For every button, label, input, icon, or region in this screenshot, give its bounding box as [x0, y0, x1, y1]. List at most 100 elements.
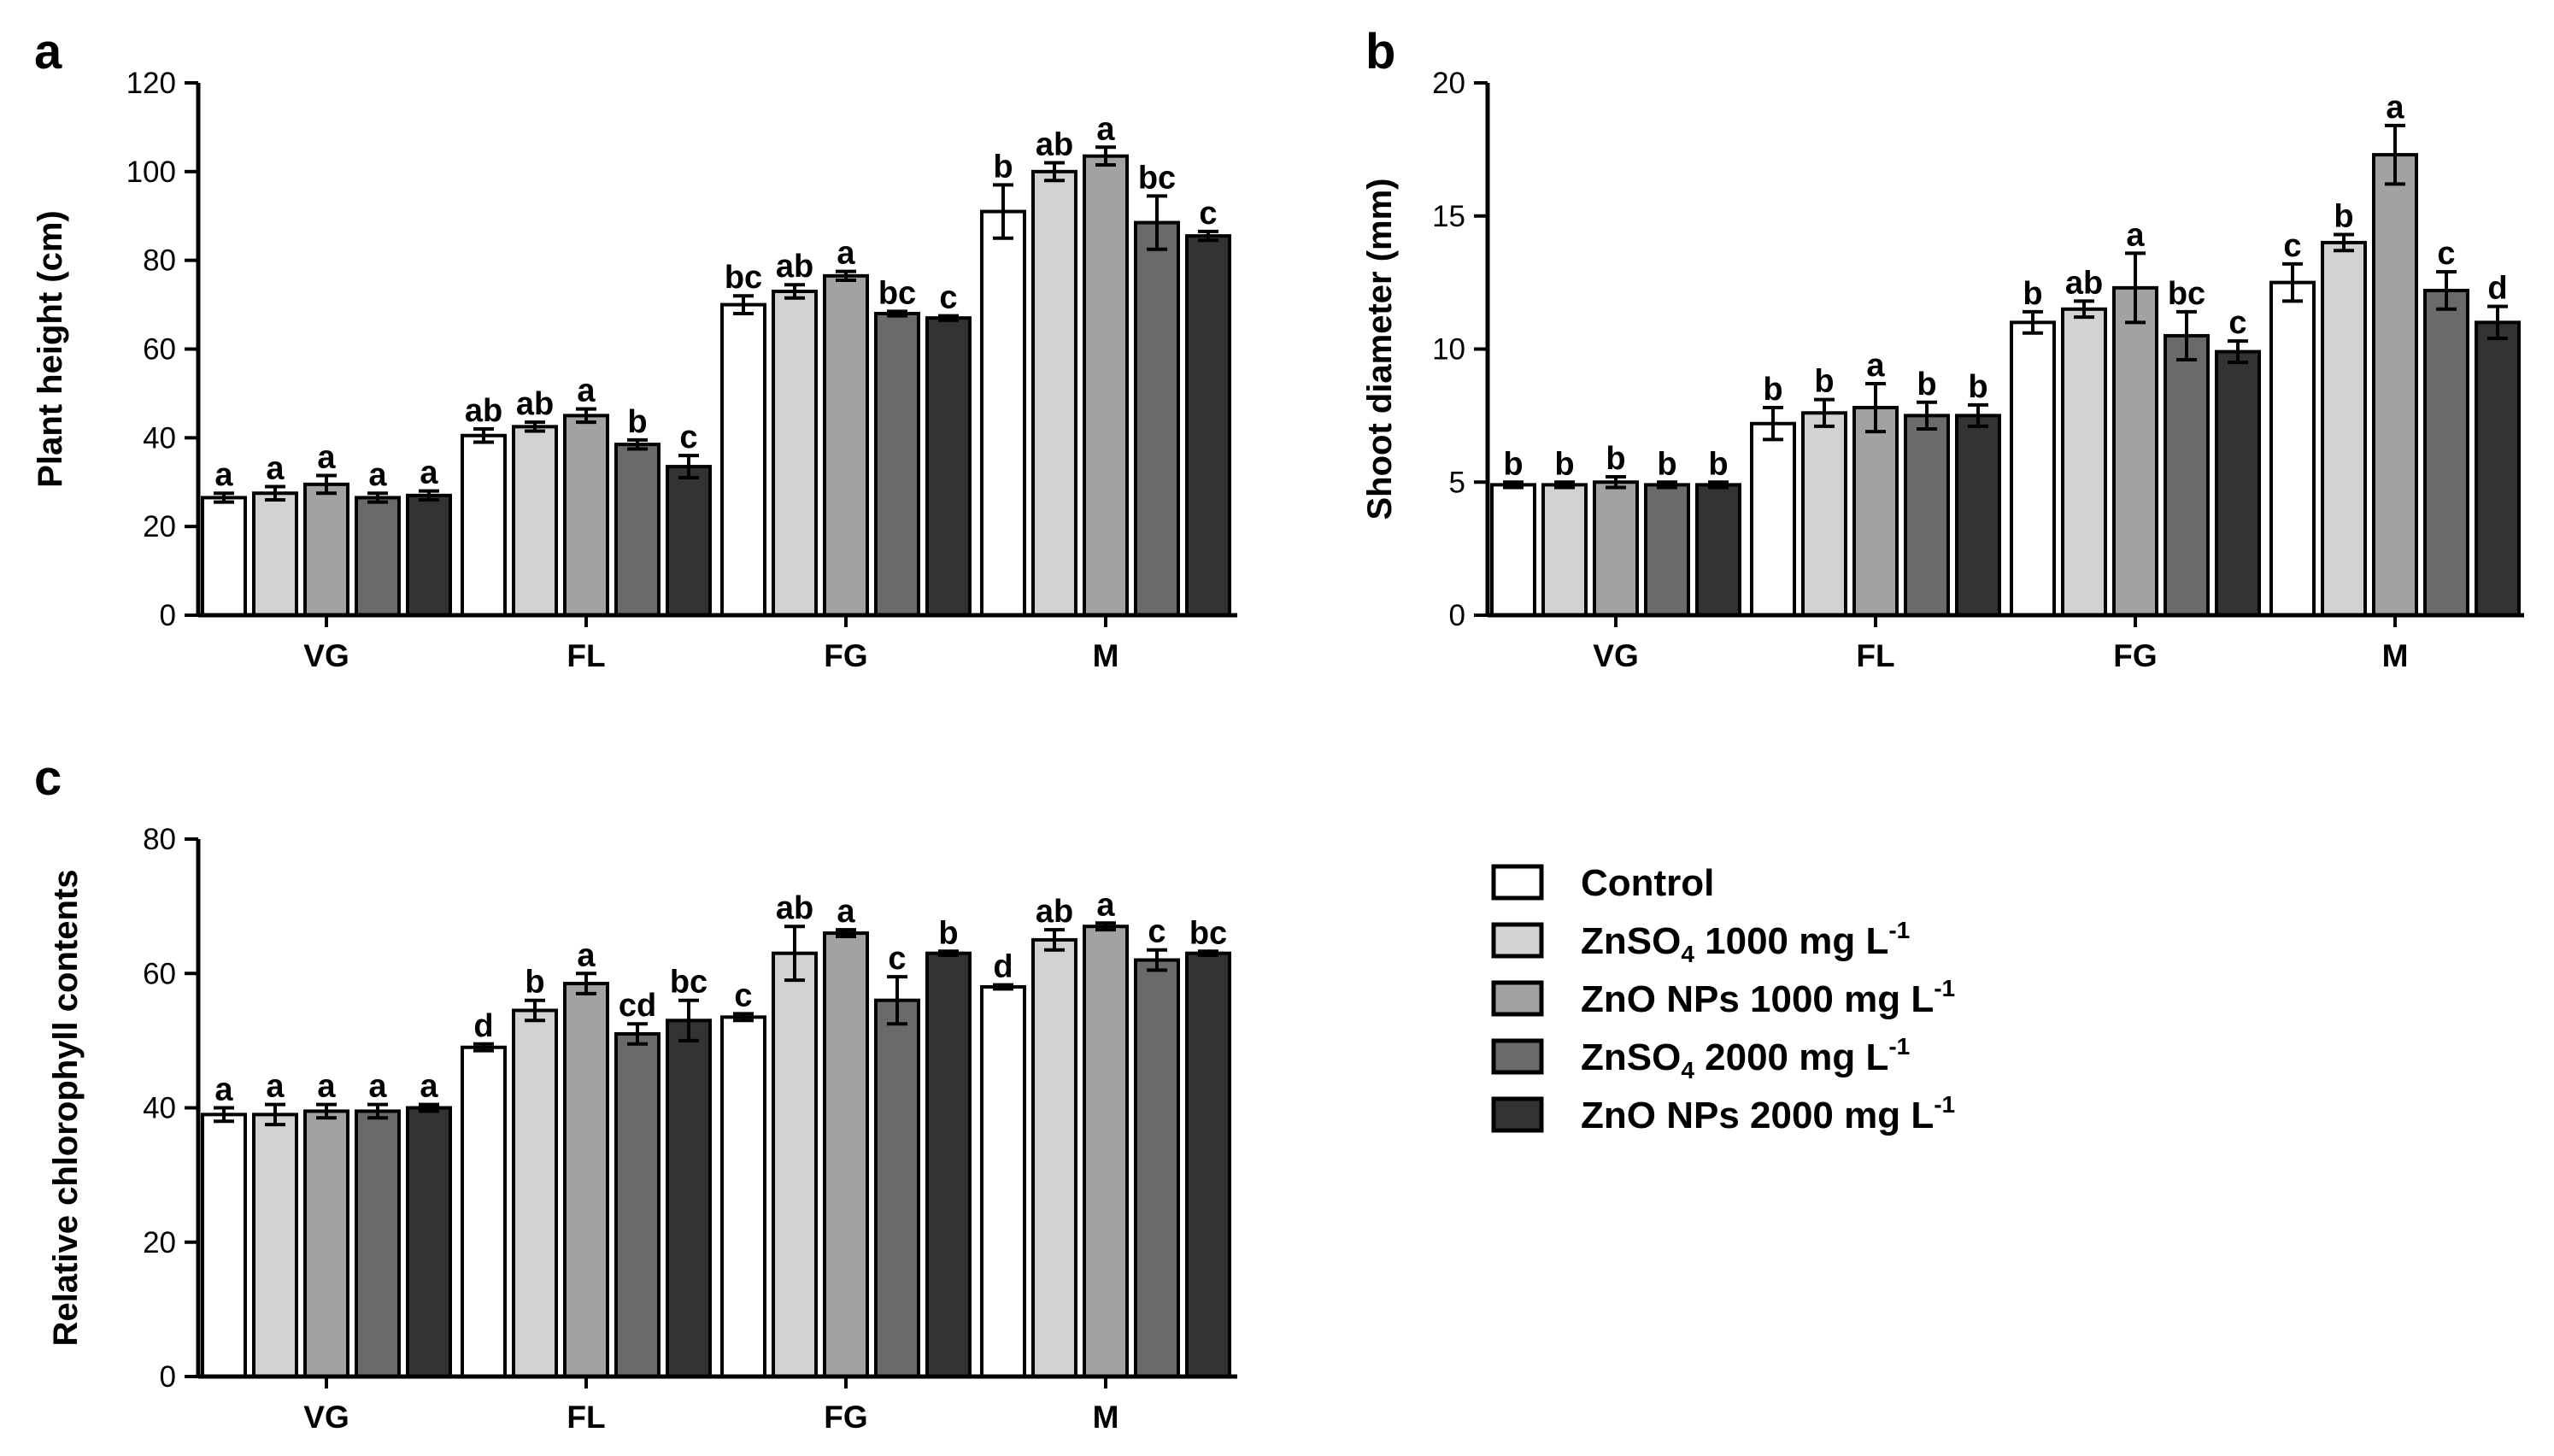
y-tick-label-c-20: 20 — [143, 1226, 176, 1259]
y-tick-label-c-40: 40 — [143, 1092, 176, 1125]
sig-letter-a-FG-0: bc — [725, 260, 762, 296]
x-tick-label-c-M: M — [1093, 1400, 1119, 1435]
legend-label-zno-1000: ZnO NPs 1000 mg L-1 — [1581, 975, 1955, 1020]
bar-a-FG-1 — [772, 290, 818, 617]
sig-letter-a-VG-3: a — [368, 457, 387, 493]
bar-b-VG-0 — [1490, 483, 1536, 617]
bar-c-M-1 — [1031, 937, 1077, 1378]
bar-c-FL-0 — [461, 1045, 507, 1379]
x-tick-label-a-FG: FG — [824, 638, 867, 673]
x-tick-label-b-FG: FG — [2113, 638, 2157, 673]
y-tick-label-b-10: 10 — [1432, 333, 1465, 367]
y-tick-label-a-40: 40 — [143, 421, 176, 455]
sig-letter-a-FL-2: a — [577, 373, 596, 409]
bar-a-FG-0 — [720, 302, 766, 617]
sig-letter-b-FL-4: b — [1968, 369, 1987, 405]
x-tick-label-c-VG: VG — [303, 1400, 349, 1435]
bar-a-M-2 — [1083, 154, 1129, 618]
x-tick-label-b-FL: FL — [1856, 638, 1894, 673]
legend-item-znso4-1000: ZnSO4 1000 mg L-1 — [1491, 917, 1910, 967]
bar-a-M-4 — [1185, 234, 1231, 617]
sig-letter-a-M-0: b — [993, 149, 1013, 185]
sig-letter-a-M-2: a — [1096, 111, 1115, 147]
sig-letter-c-FL-4: bc — [670, 965, 707, 1001]
legend-swatch-znso4-2000 — [1491, 1038, 1544, 1075]
sig-letter-c-FL-3: cd — [619, 988, 656, 1024]
bar-c-VG-4 — [406, 1106, 452, 1378]
y-tick-label-c-60: 60 — [143, 957, 176, 990]
bar-c-FL-4 — [666, 1019, 712, 1378]
bar-c-FL-2 — [563, 982, 609, 1378]
sig-letter-c-M-0: d — [993, 949, 1013, 985]
bar-b-VG-1 — [1541, 483, 1588, 617]
legend-item-control: Control — [1491, 862, 1714, 904]
sig-letter-b-VG-4: b — [1708, 446, 1728, 482]
bar-a-M-0 — [980, 209, 1026, 618]
sig-letter-b-FL-0: b — [1763, 372, 1782, 408]
bar-c-FL-1 — [512, 1008, 558, 1379]
bar-b-FL-2 — [1852, 406, 1899, 617]
y-tick-label-b-15: 15 — [1432, 200, 1465, 233]
sig-letter-b-M-0: c — [2283, 228, 2301, 264]
legend-item-zno-1000: ZnO NPs 1000 mg L-1 — [1491, 975, 1955, 1020]
legend: Control ZnSO4 1000 mg L-1 ZnO NPs 1000 m… — [1491, 862, 1955, 1136]
sig-letter-a-VG-4: a — [420, 455, 438, 491]
y-tick-label-a-60: 60 — [143, 333, 176, 367]
y-tick-label-a-20: 20 — [143, 510, 176, 543]
y-axis-title-a: Plant height (cm) — [32, 210, 69, 487]
sig-letter-b-M-4: d — [2487, 271, 2507, 307]
bar-c-FG-2 — [823, 931, 869, 1378]
sig-letter-c-FG-0: c — [734, 978, 752, 1013]
sig-letter-b-VG-1: b — [1554, 446, 1574, 482]
sig-letter-c-FG-3: c — [888, 941, 906, 977]
legend-label-znso4-1000: ZnSO4 1000 mg L-1 — [1581, 917, 1910, 967]
sig-letter-a-FG-1: ab — [776, 249, 813, 285]
sig-letter-a-FG-3: bc — [878, 275, 916, 311]
x-tick-label-a-M: M — [1093, 638, 1119, 673]
legend-swatch-zno-1000 — [1491, 980, 1544, 1017]
sig-letter-b-VG-2: b — [1606, 441, 1625, 477]
sig-letter-c-FL-0: d — [473, 1008, 493, 1044]
sig-letter-a-FL-0: ab — [465, 393, 502, 429]
sig-letter-b-FL-1: b — [1814, 364, 1834, 400]
y-tick-label-a-80: 80 — [143, 244, 176, 278]
y-tick-label-b-20: 20 — [1432, 67, 1465, 100]
bar-b-FL-1 — [1801, 411, 1847, 618]
sig-letter-c-M-4: bc — [1189, 915, 1227, 951]
x-tick-label-c-FL: FL — [567, 1400, 605, 1435]
sig-letter-c-FG-2: a — [837, 894, 855, 930]
bar-c-FG-4 — [925, 951, 972, 1378]
sig-letter-b-FG-3: bc — [2168, 276, 2205, 312]
bar-a-FG-4 — [925, 316, 972, 617]
sig-letter-b-M-2: a — [2386, 90, 2404, 126]
y-tick-label-b-0: 0 — [1449, 599, 1465, 632]
legend-swatch-znso4-1000 — [1491, 922, 1544, 959]
y-tick-label-a-120: 120 — [126, 67, 176, 100]
bar-b-FL-3 — [1904, 414, 1950, 617]
sig-letter-a-VG-1: a — [266, 450, 285, 486]
legend-label-znso4-2000: ZnSO4 2000 mg L-1 — [1581, 1033, 1910, 1083]
bar-a-FL-4 — [666, 465, 712, 617]
sig-letter-a-FG-4: c — [939, 280, 957, 316]
bar-b-FG-0 — [2010, 320, 2056, 617]
sig-letter-c-VG-0: a — [214, 1072, 233, 1108]
panel-b-letter: b — [1365, 24, 1395, 79]
bar-c-VG-1 — [252, 1113, 298, 1379]
y-axis-title-b: Shoot diameter (mm) — [1361, 178, 1399, 520]
sig-letter-b-FL-3: b — [1917, 367, 1936, 402]
x-tick-label-b-VG: VG — [1593, 638, 1638, 673]
bar-b-M-0 — [2269, 280, 2316, 617]
sig-letter-c-M-2: a — [1096, 887, 1115, 923]
x-tick-label-b-M: M — [2382, 638, 2409, 673]
x-tick-label-a-VG: VG — [303, 638, 349, 673]
y-tick-label-c-80: 80 — [143, 823, 176, 856]
y-axis-title-c: Relative chlorophyll contents — [47, 870, 85, 1347]
sig-letter-c-FG-4: b — [938, 915, 958, 951]
sig-letter-a-M-4: c — [1199, 196, 1217, 232]
bar-a-VG-0 — [201, 496, 247, 617]
sig-letter-b-M-3: c — [2437, 236, 2455, 272]
bar-c-M-4 — [1185, 951, 1231, 1378]
legend-swatch-control — [1491, 864, 1544, 901]
